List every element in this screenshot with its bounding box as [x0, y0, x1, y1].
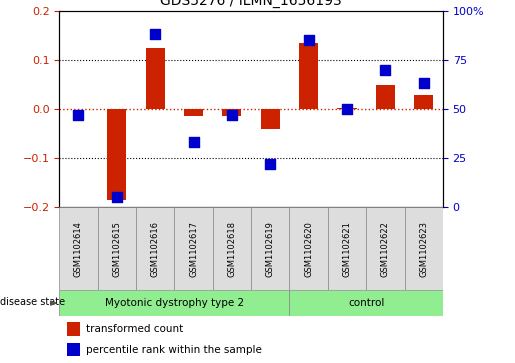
Point	[190, 139, 198, 145]
Text: GSM1102617: GSM1102617	[189, 221, 198, 277]
FancyBboxPatch shape	[251, 207, 289, 290]
FancyBboxPatch shape	[98, 207, 136, 290]
FancyBboxPatch shape	[136, 207, 174, 290]
Point	[304, 37, 313, 43]
Text: GSM1102622: GSM1102622	[381, 221, 390, 277]
FancyBboxPatch shape	[328, 207, 366, 290]
Bar	[414, 95, 433, 109]
Point	[113, 194, 121, 200]
Text: transformed count: transformed count	[86, 324, 183, 334]
Bar	[184, 109, 203, 116]
FancyBboxPatch shape	[404, 207, 443, 290]
Text: control: control	[348, 298, 384, 308]
FancyBboxPatch shape	[174, 207, 213, 290]
FancyBboxPatch shape	[213, 207, 251, 290]
Point	[151, 32, 159, 37]
Text: GSM1102619: GSM1102619	[266, 221, 274, 277]
Text: GSM1102614: GSM1102614	[74, 221, 83, 277]
Bar	[376, 85, 395, 109]
FancyBboxPatch shape	[59, 207, 98, 290]
Point	[381, 67, 389, 73]
Bar	[146, 48, 165, 109]
Bar	[107, 109, 126, 200]
Point	[343, 106, 351, 112]
Bar	[337, 108, 356, 109]
Bar	[222, 109, 242, 116]
Text: GSM1102616: GSM1102616	[151, 221, 160, 277]
Bar	[261, 109, 280, 129]
FancyBboxPatch shape	[289, 207, 328, 290]
FancyBboxPatch shape	[59, 290, 289, 316]
Point	[74, 112, 82, 118]
FancyBboxPatch shape	[289, 290, 443, 316]
Text: GSM1102615: GSM1102615	[112, 221, 121, 277]
Text: GSM1102621: GSM1102621	[342, 221, 351, 277]
Point	[420, 81, 428, 86]
Text: percentile rank within the sample: percentile rank within the sample	[86, 345, 262, 355]
Bar	[299, 43, 318, 109]
Bar	[67, 322, 80, 336]
Title: GDS5276 / ILMN_1656193: GDS5276 / ILMN_1656193	[160, 0, 342, 8]
FancyBboxPatch shape	[366, 207, 404, 290]
Text: GSM1102623: GSM1102623	[419, 221, 428, 277]
Point	[266, 161, 274, 167]
Point	[228, 112, 236, 118]
Text: GSM1102618: GSM1102618	[228, 221, 236, 277]
Bar	[67, 343, 80, 356]
Text: GSM1102620: GSM1102620	[304, 221, 313, 277]
Text: Myotonic dystrophy type 2: Myotonic dystrophy type 2	[105, 298, 244, 308]
Text: disease state: disease state	[0, 297, 65, 307]
